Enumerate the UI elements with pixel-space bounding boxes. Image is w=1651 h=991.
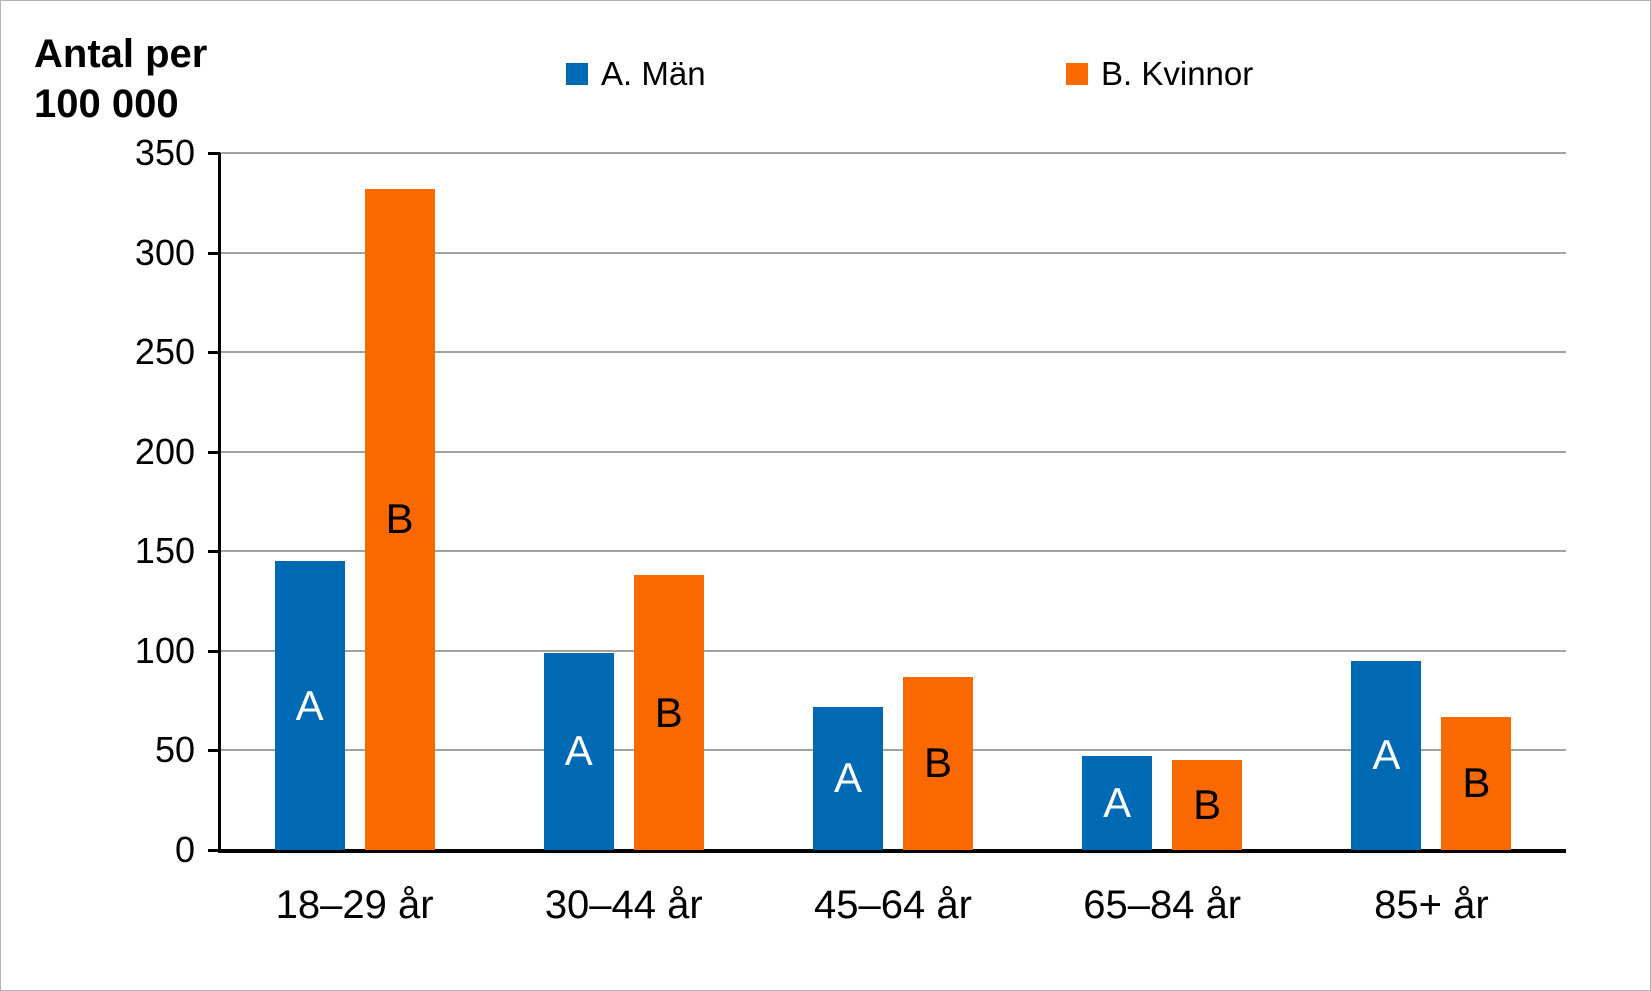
bar-a-4: A bbox=[1082, 756, 1153, 850]
bar-series-letter: A bbox=[833, 754, 862, 802]
legend-label-man: A. Män bbox=[601, 55, 706, 92]
x-axis-label: 18–29 år bbox=[275, 883, 434, 927]
x-axis-line bbox=[218, 849, 1566, 853]
bar-series-letter: A bbox=[295, 681, 324, 729]
y-tick-label: 350 bbox=[134, 132, 195, 173]
bar-b-1: B bbox=[364, 188, 435, 850]
bar-series-letter: B bbox=[1462, 759, 1491, 807]
bar-series-letter: A bbox=[1372, 731, 1401, 779]
bar-b-2: B bbox=[633, 575, 704, 850]
gridline bbox=[220, 152, 1566, 154]
bar-a-2: A bbox=[543, 652, 614, 850]
y-tick-mark bbox=[208, 749, 220, 753]
gridline bbox=[220, 450, 1566, 453]
y-tick-label: 100 bbox=[134, 629, 195, 671]
y-axis-line bbox=[218, 153, 221, 852]
bar-b-3: B bbox=[903, 676, 973, 850]
gridline bbox=[220, 251, 1566, 254]
bar-series-letter: B bbox=[385, 495, 414, 543]
bar-series-letter: B bbox=[923, 739, 952, 787]
y-tick-label: 250 bbox=[134, 331, 195, 373]
legend-swatch-kvinnor-icon bbox=[1066, 63, 1088, 85]
x-axis-label: 30–44 år bbox=[544, 883, 703, 927]
bar-series-letter: B bbox=[654, 688, 683, 736]
gridline bbox=[220, 550, 1566, 553]
x-axis-label: 45–64 år bbox=[814, 883, 972, 927]
gridline bbox=[220, 351, 1566, 354]
y-tick-label: 50 bbox=[154, 729, 195, 771]
bar-a-1: A bbox=[274, 561, 345, 850]
legend-item-kvinnor: B. Kvinnor bbox=[1066, 55, 1254, 92]
y-tick-label: 150 bbox=[134, 530, 195, 572]
bar-series-letter: A bbox=[564, 727, 593, 775]
y-tick-mark bbox=[208, 351, 220, 355]
bar-b-4: B bbox=[1172, 760, 1243, 850]
x-axis-label: 65–84 år bbox=[1083, 883, 1242, 927]
bar-a-5: A bbox=[1351, 660, 1422, 850]
y-axis-title: Antal per 100 000 bbox=[34, 32, 208, 126]
y-tick-mark bbox=[208, 251, 220, 255]
bar-a-3: A bbox=[813, 706, 883, 850]
y-tick-mark bbox=[208, 450, 220, 454]
legend-swatch-man-icon bbox=[566, 63, 588, 85]
gridline bbox=[220, 749, 1566, 752]
y-tick-label: 200 bbox=[134, 430, 195, 472]
legend-item-man: A. Män bbox=[566, 55, 706, 92]
y-tick-mark bbox=[208, 152, 220, 155]
gridline bbox=[220, 649, 1566, 652]
x-axis-label: 85+ år bbox=[1374, 883, 1489, 927]
bar-series-letter: B bbox=[1193, 781, 1222, 829]
y-tick-label: 300 bbox=[134, 231, 195, 273]
y-tick-mark bbox=[208, 649, 220, 653]
bar-b-5: B bbox=[1441, 716, 1512, 850]
bar-series-letter: A bbox=[1103, 779, 1132, 827]
legend-label-kvinnor: B. Kvinnor bbox=[1101, 55, 1254, 92]
y-tick-label: 0 bbox=[174, 829, 195, 870]
y-tick-mark bbox=[208, 550, 220, 554]
y-tick-mark bbox=[208, 849, 220, 852]
